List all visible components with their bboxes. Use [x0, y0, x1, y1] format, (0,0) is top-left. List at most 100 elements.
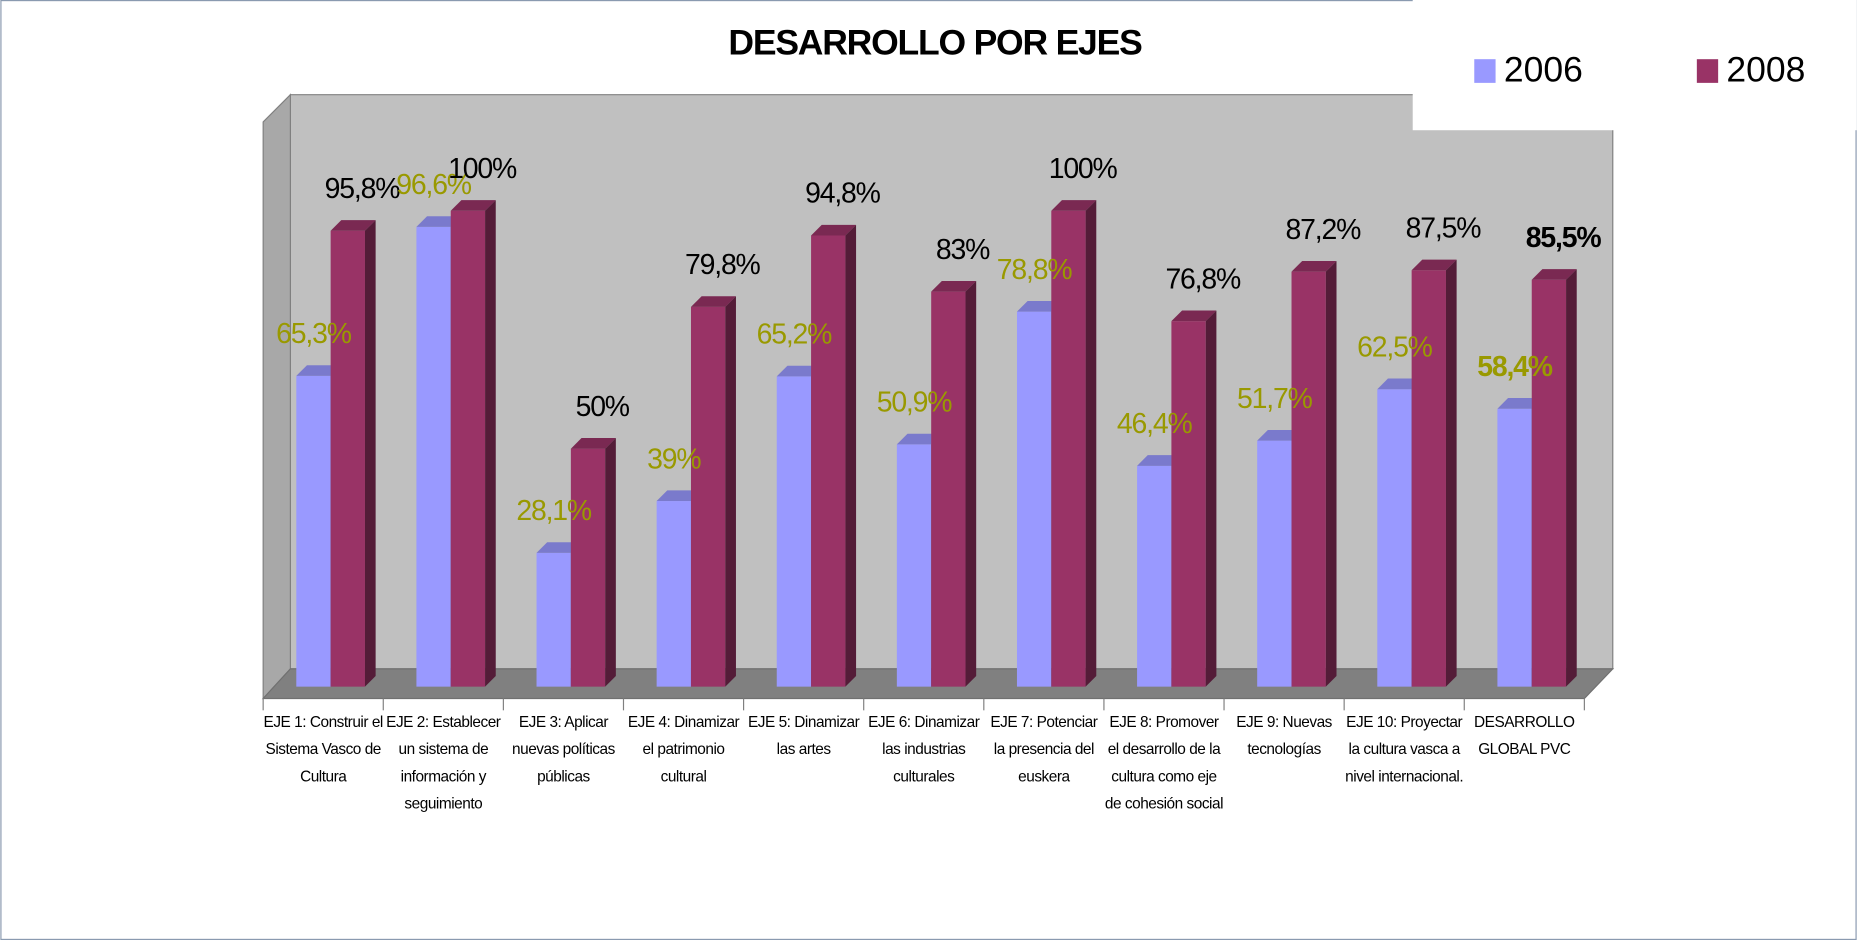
bar-front — [536, 552, 571, 687]
data-label: 46,4% — [1117, 408, 1193, 440]
category-label-box: EJE 1: Construir el Sistema Vasco de Cul… — [263, 712, 384, 785]
data-label: 85,5% — [1526, 222, 1602, 254]
bar-top — [656, 490, 702, 502]
bar-top — [450, 200, 496, 211]
data-label: 83% — [936, 234, 990, 266]
bar-side — [845, 224, 857, 687]
x-tick-label: EJE 7: Potenciar la presencia del eusker… — [990, 712, 1098, 785]
bar-front — [1137, 465, 1172, 687]
x-tick-label: EJE 1: Construir el Sistema Vasco de Cul… — [263, 712, 384, 785]
bar-top — [1051, 200, 1097, 211]
data-label: 95,8% — [325, 173, 401, 205]
bar-front — [690, 306, 726, 687]
bar-front — [1377, 389, 1412, 687]
category-label-box: DESARROLLO GLOBAL PVC — [1474, 712, 1575, 758]
bar-top — [536, 542, 582, 553]
x-tick-label: EJE 9: Nuevas tecnologías — [1236, 712, 1332, 758]
bar — [931, 280, 977, 687]
bar-side — [605, 438, 616, 687]
legend-swatch — [1474, 59, 1496, 83]
bar-side — [1445, 259, 1457, 687]
bar-top — [570, 438, 616, 449]
data-label: 100% — [448, 153, 517, 185]
bar — [1411, 259, 1457, 687]
bar-front — [776, 376, 812, 687]
bar-front — [931, 291, 966, 687]
bar — [330, 220, 376, 687]
bar-top — [1497, 398, 1543, 409]
bar-side — [1325, 260, 1337, 687]
bar-side — [725, 296, 736, 687]
bar-front — [1291, 271, 1326, 687]
data-label: 50,9% — [877, 387, 953, 419]
category-label-box: EJE 2: Establecer un sistema de informac… — [386, 712, 501, 813]
bar-side — [1205, 310, 1217, 687]
data-label: 96,6% — [396, 169, 472, 201]
x-tick-label: EJE 10: Proyectar la cultura vasca a niv… — [1345, 712, 1464, 785]
bar-front — [296, 375, 331, 687]
bar-top — [1257, 429, 1303, 441]
data-label: 39% — [647, 443, 701, 475]
bar-top — [1016, 300, 1062, 312]
bar-top — [330, 220, 376, 231]
bar-front — [1497, 408, 1532, 687]
bar-side — [485, 200, 496, 687]
data-label: 78,8% — [997, 254, 1073, 286]
x-tick-label: EJE 2: Establecer un sistema de informac… — [386, 712, 501, 813]
chart-title: DESARROLLO POR EJES — [728, 22, 1142, 62]
data-label: 50% — [576, 391, 630, 423]
legend-label: 2008 — [1726, 50, 1805, 90]
bar-top — [896, 433, 942, 445]
bar-top — [776, 365, 822, 377]
bar — [1531, 269, 1577, 687]
bar — [1171, 310, 1217, 687]
bar — [570, 438, 616, 687]
bar-front — [656, 501, 691, 687]
bar-top — [1137, 455, 1183, 466]
data-label: 51,7% — [1237, 383, 1313, 415]
bar-side — [965, 280, 977, 687]
x-tick-label: EJE 4: Dinamizar el patrimonio cultural — [627, 712, 740, 785]
data-label: 58,4% — [1477, 351, 1553, 383]
bar-side — [364, 220, 376, 687]
bar-top — [1531, 269, 1577, 280]
bar-front — [896, 444, 932, 687]
bar-front — [1257, 440, 1292, 687]
side-wall — [262, 93, 291, 701]
data-label: 65,2% — [757, 319, 833, 351]
bar-top — [1171, 310, 1217, 322]
data-label: 28,1% — [516, 495, 592, 527]
category-label-box: EJE 8: Promover el desarrollo de la cult… — [1105, 713, 1224, 812]
data-label: 94,8% — [805, 178, 881, 210]
bar-side — [1085, 200, 1097, 687]
bar-front — [450, 210, 486, 687]
bar-front — [1171, 321, 1206, 687]
bar — [1291, 260, 1337, 687]
bar-front — [1016, 311, 1052, 687]
bar-front — [1051, 210, 1086, 687]
bar-top — [1411, 259, 1457, 271]
bar — [450, 200, 496, 687]
bar-front — [330, 230, 365, 687]
data-label: 65,3% — [276, 318, 352, 350]
data-label: 62,5% — [1357, 331, 1433, 363]
bar-top — [931, 280, 977, 292]
bar-top — [1377, 378, 1423, 390]
bar-front — [416, 226, 451, 687]
data-label: 76,8% — [1165, 263, 1241, 295]
bar-front — [1411, 270, 1446, 687]
category-label-box: EJE 9: Nuevas tecnologías — [1236, 712, 1332, 758]
bar — [1051, 200, 1097, 687]
data-label: 87,2% — [1286, 214, 1362, 246]
legend-label: 2006 — [1504, 50, 1583, 90]
bar-front — [1531, 279, 1567, 687]
bar-top — [690, 296, 736, 307]
x-tick-label: EJE 5: Dinamizar las artes — [747, 712, 860, 758]
bar — [690, 296, 736, 687]
bar-front — [811, 235, 846, 687]
x-tick-label: DESARROLLO GLOBAL PVC — [1474, 712, 1575, 758]
data-label: 100% — [1049, 153, 1118, 185]
category-label-box: EJE 10: Proyectar la cultura vasca a niv… — [1345, 712, 1464, 785]
bar-front — [570, 448, 606, 687]
